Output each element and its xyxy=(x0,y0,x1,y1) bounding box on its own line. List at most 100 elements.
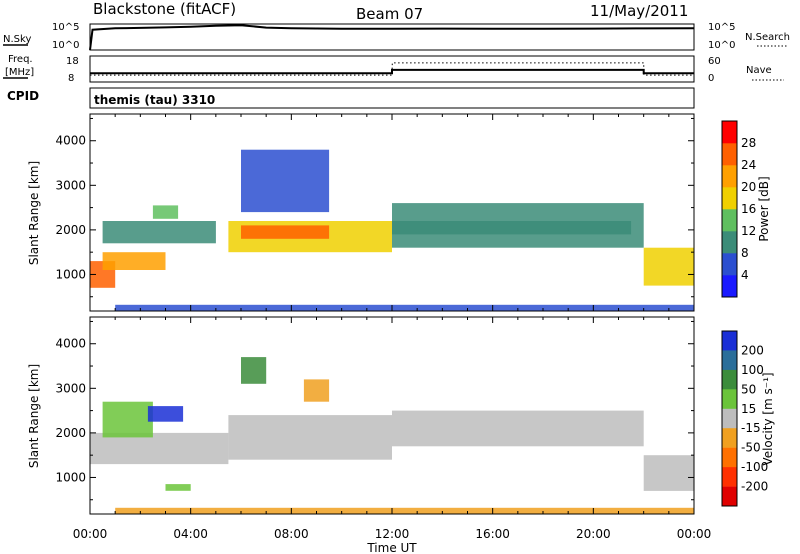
vel-data-cell-3 xyxy=(228,415,392,460)
power-colorbar: 4 8 12 16 20 24 28 xyxy=(722,121,756,298)
power-cbar-tick-0: 4 xyxy=(741,268,749,282)
velocity-swatch-2 xyxy=(722,369,737,390)
power-swatch-5 xyxy=(722,165,737,188)
cpid-label: CPID xyxy=(7,89,39,103)
nsky-label: N.Sky xyxy=(3,34,31,45)
velocity-cbar-tick-6: -100 xyxy=(741,460,768,474)
vel-data-cell-8 xyxy=(165,484,191,491)
freq-panel-frame xyxy=(89,55,695,83)
power-y-tick-label-2: 3000 xyxy=(55,178,86,192)
velocity-y-tick-label-1: 2000 xyxy=(55,426,86,440)
velocity-swatch-6 xyxy=(722,447,737,468)
cpid-value: themis (tau) 3310 xyxy=(94,93,215,107)
power-swatch-7 xyxy=(722,121,737,144)
power-ylabel: Slant Range [km] xyxy=(27,161,41,265)
power-y-tick-label-0: 1000 xyxy=(55,267,86,281)
date-label: 11/May/2011 xyxy=(590,2,688,20)
x-axis-label: Time UT xyxy=(366,541,417,554)
power-colorbar-frame xyxy=(721,120,738,298)
velocity-cbar-tick-3: 15 xyxy=(741,402,756,416)
vel-data-cell-0 xyxy=(90,432,229,465)
freq-label-2: [MHz] xyxy=(5,67,34,78)
power-cbar-tick-4: 20 xyxy=(741,180,756,194)
vel-data-cell-6 xyxy=(392,410,644,447)
nave-tick-bottom: 0 xyxy=(708,73,714,84)
nsky-line xyxy=(89,24,695,51)
power-swatch-3 xyxy=(722,209,737,232)
nave-label: Nave xyxy=(746,65,772,76)
power-data-cell-3 xyxy=(152,205,179,219)
velocity-swatch-3 xyxy=(722,389,737,409)
noise-tick-right-bottom: 10^0 xyxy=(708,40,735,51)
power-cbar-tick-3: 16 xyxy=(741,202,756,216)
power-data-cell-2 xyxy=(102,221,216,244)
velocity-ylabel: Slant Range [km] xyxy=(27,364,41,468)
power-cbar-tick-2: 12 xyxy=(741,224,756,238)
power-swatch-0 xyxy=(722,275,737,298)
noise-panel-frame xyxy=(89,23,695,51)
velocity-cbar-tick-7: -200 xyxy=(741,480,768,494)
x-tick-label-6: 00:00 xyxy=(677,527,712,541)
power-heatmap xyxy=(90,149,694,311)
nave-tick-top: 60 xyxy=(708,56,721,67)
x-tick-label-3: 12:00 xyxy=(375,527,410,541)
power-colorbar-label: Power [dB] xyxy=(757,176,771,241)
velocity-y-tick-label-3: 4000 xyxy=(55,337,86,351)
velocity-cbar-tick-4: -15 xyxy=(741,421,761,435)
velocity-cbar-tick-5: -50 xyxy=(741,441,761,455)
power-y-tick-label-1: 2000 xyxy=(55,223,86,237)
x-tick-label-0: 00:00 xyxy=(73,527,108,541)
power-y-tick-label-3: 4000 xyxy=(55,134,86,148)
power-cbar-tick-6: 28 xyxy=(741,136,756,150)
velocity-swatch-4 xyxy=(722,408,737,429)
x-tick-label-2: 08:00 xyxy=(274,527,309,541)
velocity-heatmap xyxy=(90,357,694,514)
velocity-swatch-8 xyxy=(722,486,737,507)
power-data-cell-1 xyxy=(102,252,166,270)
velocity-swatch-1 xyxy=(722,350,737,371)
power-swatch-1 xyxy=(722,253,737,276)
power-data-cell-9 xyxy=(643,247,694,286)
velocity-cbar-tick-1: 100 xyxy=(741,363,764,377)
vel-data-cell-2 xyxy=(147,406,184,422)
velocity-y-tick-label-2: 3000 xyxy=(55,381,86,395)
nsearch-label: N.Search xyxy=(745,32,790,43)
velocity-swatch-0 xyxy=(722,331,737,351)
power-swatch-4 xyxy=(722,187,737,210)
velocity-y-tick-label-0: 1000 xyxy=(55,470,86,484)
radar-title: Blackstone (fitACF) xyxy=(93,0,236,18)
x-tick-label-1: 04:00 xyxy=(173,527,208,541)
beam-label: Beam 07 xyxy=(356,5,423,23)
vel-data-cell-9 xyxy=(115,507,694,514)
power-cbar-tick-1: 8 xyxy=(741,246,749,260)
power-swatch-6 xyxy=(722,143,737,166)
power-data-cell-8 xyxy=(392,221,632,235)
freq-tick-top: 18 xyxy=(66,56,79,67)
freq-label-1: Freq. xyxy=(8,54,33,65)
velocity-cbar-tick-2: 50 xyxy=(741,382,756,396)
vel-data-cell-4 xyxy=(241,357,267,384)
noise-tick-right-top: 10^5 xyxy=(708,22,735,33)
x-tick-label-5: 20:00 xyxy=(576,527,611,541)
power-data-cell-10 xyxy=(115,304,694,311)
power-data-cell-6 xyxy=(241,149,330,213)
power-swatch-2 xyxy=(722,231,737,254)
power-cbar-tick-5: 24 xyxy=(741,158,756,172)
velocity-cbar-tick-0: 200 xyxy=(741,343,764,357)
vel-data-cell-5 xyxy=(303,379,330,402)
freq-line xyxy=(90,68,694,75)
cpid-panel-frame xyxy=(89,87,695,109)
velocity-swatch-5 xyxy=(722,428,737,448)
axis-ticks: 00:00 04:00 08:00 12:00 16:00 20:00 00:00 1000 2… xyxy=(55,114,711,541)
noise-tick-left-bottom: 10^0 xyxy=(52,40,79,51)
velocity-colorbar: 200 100 50 15 -15 -50 -100 -200 xyxy=(722,331,768,507)
freq-tick-bottom: 8 xyxy=(68,73,74,84)
velocity-swatch-7 xyxy=(722,467,737,487)
velocity-colorbar-frame xyxy=(721,330,738,507)
vel-data-cell-7 xyxy=(643,455,694,491)
x-tick-label-4: 16:00 xyxy=(475,527,510,541)
vel-data-cell-1 xyxy=(102,401,153,438)
velocity-colorbar-label: Velocity [m s⁻¹] xyxy=(761,372,775,465)
power-data-cell-5 xyxy=(241,225,330,239)
